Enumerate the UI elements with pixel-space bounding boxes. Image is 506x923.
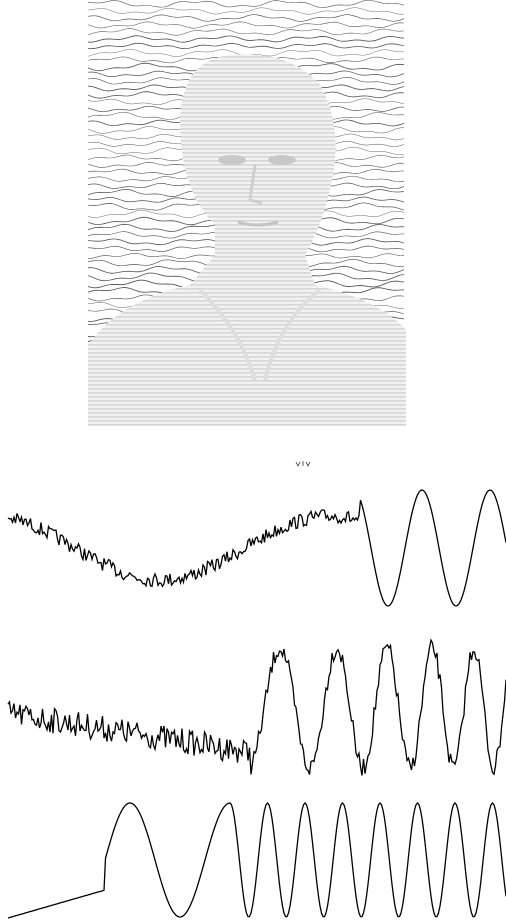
eye: [218, 155, 246, 165]
line-portrait: [88, 0, 406, 428]
artwork: [0, 0, 506, 923]
waveform: [8, 803, 506, 918]
waveform: [8, 490, 506, 606]
glyph-mark: [296, 461, 310, 466]
eye: [268, 155, 296, 165]
waveform: [8, 640, 506, 775]
page: (() => { const NS = 'http://www.w3.org/2…: [0, 0, 506, 923]
